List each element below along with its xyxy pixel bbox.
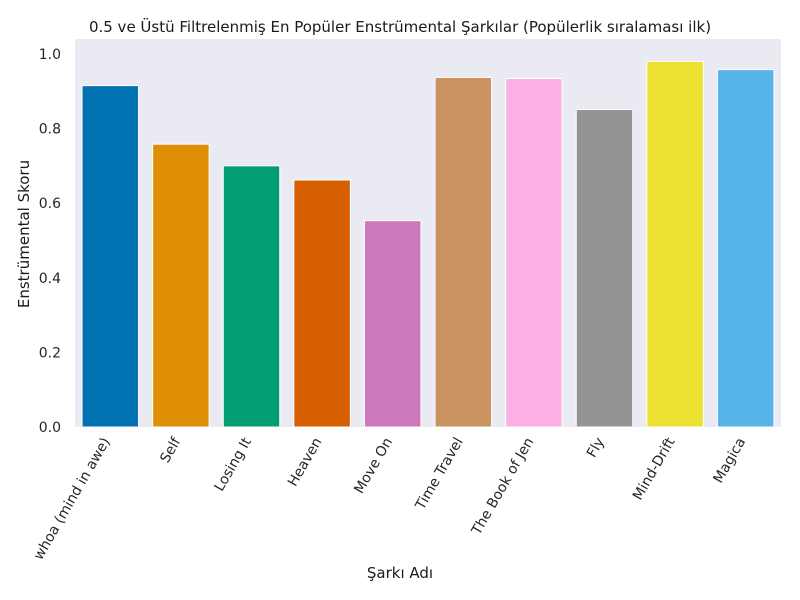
y-tick-label: 0.8 [39,122,61,138]
bar-mind-drift [646,60,704,428]
chart-title: 0.5 ve Üstü Filtrelenmiş En Popüler Enst… [88,18,712,36]
x-tick-label: Mind-Drift [630,435,679,504]
bar-whoa-mind-in-awe [81,85,140,428]
y-tick-label: 0.0 [39,420,61,436]
x-tick-label: Heaven [285,435,326,489]
bar-losing-it [222,165,281,428]
x-axis-label: Şarkı Adı [366,564,434,582]
bar-fly [575,109,634,428]
x-tick-label: Losing It [212,435,256,495]
x-tick-label: Magica [710,435,749,486]
bar-time-travel [434,76,493,428]
y-tick-label: 0.6 [39,196,61,212]
bar-magica [716,69,775,428]
x-tick-label: Self [157,434,185,466]
bar-move-on [363,220,422,428]
x-tick-label: Time Travel [412,435,467,513]
y-tick-label: 1.0 [39,47,61,63]
y-tick-label: 0.2 [39,345,61,361]
x-tick-label: The Book of Jen [468,435,537,539]
x-tick-label: Fly [584,435,608,461]
x-tick-label: whoa (mind in awe) [31,435,114,563]
bar-self [152,143,210,428]
bar-the-book-of-jen [505,78,563,428]
bar-heaven [293,179,351,428]
x-tick-label: Move On [351,435,396,497]
y-tick-label: 0.4 [39,271,61,287]
